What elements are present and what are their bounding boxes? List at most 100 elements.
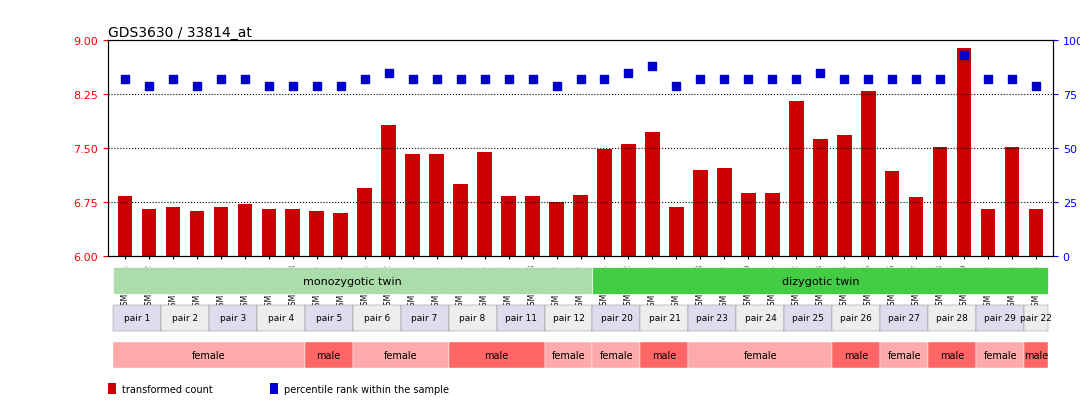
Text: transformed count: transformed count xyxy=(121,384,213,394)
FancyBboxPatch shape xyxy=(640,342,688,368)
Text: pair 7: pair 7 xyxy=(411,313,437,323)
FancyBboxPatch shape xyxy=(833,342,880,368)
FancyBboxPatch shape xyxy=(448,305,497,331)
FancyBboxPatch shape xyxy=(688,305,737,331)
FancyBboxPatch shape xyxy=(353,342,448,368)
Point xyxy=(476,77,494,83)
Text: female: female xyxy=(743,350,778,360)
Point xyxy=(524,77,541,83)
Text: pair 11: pair 11 xyxy=(504,313,537,323)
Bar xyxy=(430,154,444,256)
Point xyxy=(548,83,565,90)
Bar xyxy=(741,193,756,256)
FancyBboxPatch shape xyxy=(929,342,976,368)
Text: pair 28: pair 28 xyxy=(936,313,968,323)
FancyBboxPatch shape xyxy=(976,342,1024,368)
Point xyxy=(212,77,229,83)
Point xyxy=(140,83,158,90)
Text: pair 25: pair 25 xyxy=(793,313,824,323)
Bar xyxy=(118,197,132,256)
Bar xyxy=(261,209,275,256)
Bar xyxy=(525,197,540,256)
Bar xyxy=(454,185,468,256)
Bar xyxy=(933,147,947,256)
Bar xyxy=(1005,147,1020,256)
Bar xyxy=(861,91,876,256)
Bar xyxy=(837,136,851,256)
Point xyxy=(164,77,181,83)
Point xyxy=(764,77,781,83)
Bar xyxy=(621,145,636,256)
Bar xyxy=(381,126,395,256)
FancyBboxPatch shape xyxy=(305,342,353,368)
Point xyxy=(500,77,517,83)
Bar xyxy=(550,202,564,256)
FancyBboxPatch shape xyxy=(593,268,1049,294)
Text: pair 1: pair 1 xyxy=(123,313,150,323)
Point xyxy=(907,77,924,83)
FancyBboxPatch shape xyxy=(976,305,1024,331)
Point xyxy=(812,70,829,77)
Text: pair 21: pair 21 xyxy=(648,313,680,323)
FancyBboxPatch shape xyxy=(593,305,640,331)
FancyBboxPatch shape xyxy=(784,305,833,331)
Bar xyxy=(909,197,923,256)
Point xyxy=(356,77,374,83)
Bar xyxy=(957,48,971,256)
FancyBboxPatch shape xyxy=(305,305,353,331)
FancyBboxPatch shape xyxy=(497,305,544,331)
FancyBboxPatch shape xyxy=(880,305,929,331)
Point xyxy=(117,77,134,83)
Point xyxy=(716,77,733,83)
FancyBboxPatch shape xyxy=(544,342,593,368)
Point xyxy=(284,83,301,90)
Bar xyxy=(270,383,279,394)
Text: female: female xyxy=(984,350,1017,360)
FancyBboxPatch shape xyxy=(1024,305,1049,331)
Text: pair 20: pair 20 xyxy=(600,313,633,323)
Text: pair 24: pair 24 xyxy=(744,313,777,323)
FancyBboxPatch shape xyxy=(1024,342,1049,368)
Point xyxy=(644,64,661,70)
Point xyxy=(404,77,421,83)
Point xyxy=(692,77,710,83)
Point xyxy=(1027,83,1044,90)
Text: pair 26: pair 26 xyxy=(840,313,873,323)
Bar xyxy=(190,212,204,256)
Point xyxy=(428,77,445,83)
Text: male: male xyxy=(316,350,341,360)
Bar xyxy=(766,193,780,256)
Text: pair 22: pair 22 xyxy=(1021,313,1052,323)
Text: male: male xyxy=(1024,350,1049,360)
FancyBboxPatch shape xyxy=(448,342,544,368)
Point xyxy=(1003,77,1021,83)
Point xyxy=(836,77,853,83)
Bar xyxy=(597,150,611,256)
Point xyxy=(787,77,805,83)
FancyBboxPatch shape xyxy=(161,305,208,331)
Bar xyxy=(108,383,117,394)
Text: pair 29: pair 29 xyxy=(984,313,1016,323)
Bar xyxy=(310,212,324,256)
Text: pair 2: pair 2 xyxy=(172,313,198,323)
Point xyxy=(260,83,278,90)
FancyBboxPatch shape xyxy=(544,305,593,331)
FancyBboxPatch shape xyxy=(737,305,784,331)
Bar xyxy=(285,209,300,256)
Text: pair 27: pair 27 xyxy=(889,313,920,323)
Bar xyxy=(1029,209,1043,256)
Point xyxy=(237,77,254,83)
FancyBboxPatch shape xyxy=(208,305,257,331)
Bar xyxy=(477,152,491,256)
Point xyxy=(883,77,901,83)
Bar xyxy=(357,188,372,256)
Point xyxy=(188,83,205,90)
Text: female: female xyxy=(552,350,585,360)
Bar xyxy=(693,170,707,256)
Text: female: female xyxy=(888,350,921,360)
Point xyxy=(667,83,685,90)
Text: male: male xyxy=(845,350,868,360)
Bar xyxy=(334,213,348,256)
Text: pair 23: pair 23 xyxy=(697,313,728,323)
Text: dizygotic twin: dizygotic twin xyxy=(782,276,859,286)
